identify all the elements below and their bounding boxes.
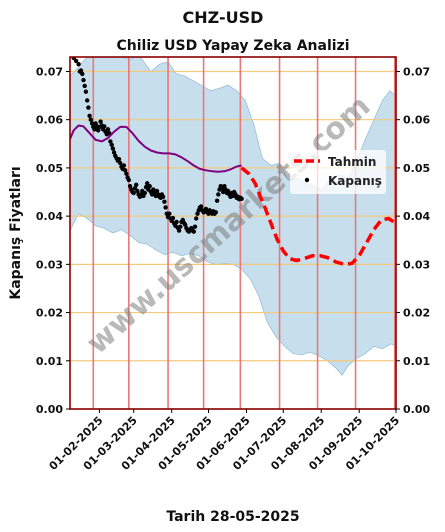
close-point [83,89,89,94]
y-tick-label-left: 0.02 [36,307,63,320]
legend: Tahmin Kapanış [290,150,386,194]
close-point [134,182,139,187]
close-point [126,177,131,183]
y-tick-label-left: 0.03 [36,258,63,271]
vertical-lines-layer [92,57,396,409]
close-point [194,216,199,221]
y-tick-label-right: 0.00 [403,403,430,416]
chart-title: Chiliz USD Yapay Zeka Analizi [116,38,349,54]
close-point [75,52,79,56]
close-point [203,206,209,212]
close-point [142,190,147,196]
close-point [86,105,91,110]
y-tick-label-left: 0.07 [36,65,63,78]
legend-label-forecast: Tahmin [328,155,376,169]
close-point [124,171,129,176]
close-point [85,98,90,103]
close-point [80,71,85,77]
close-point [78,68,84,73]
close-point [225,188,231,194]
close-point [198,204,204,209]
legend-label-close: Kapanış [328,174,382,188]
close-point [70,49,74,53]
close-point [69,43,73,47]
y-tick-label-left: 0.00 [36,403,63,416]
close-point [89,121,95,126]
y-tick-label-right: 0.02 [403,307,430,320]
y-tick-label-right: 0.07 [403,65,430,78]
close-point [163,205,168,210]
close-point [154,188,160,194]
close-point [109,142,114,147]
y-axis-label: Kapanış Fiyatları [8,166,24,299]
close-point [135,188,140,194]
close-point [170,215,176,221]
close-point [213,210,218,215]
y-tick-label-left: 0.01 [36,355,63,368]
close-point [195,211,200,216]
close-point [162,199,167,204]
close-point [216,192,221,197]
y-tick-label-right: 0.06 [403,114,430,127]
close-point [222,184,227,189]
close-point [151,187,156,192]
close-point [110,146,116,151]
close-point [98,119,103,124]
close-point [123,168,128,173]
close-point [102,124,107,129]
close-point [183,222,188,227]
close-point [167,211,172,216]
close-point [127,184,133,189]
y-axis-ticks: 0.00 0.00 0.01 0.01 0.02 0.02 0.03 0.03 0.04 0.04… [36,65,431,416]
close-point [76,61,81,67]
forecast-line [240,166,396,267]
close-point [131,190,136,196]
close-point [147,184,152,189]
chart-suptitle: CHZ-USD [183,8,264,27]
x-axis-label: Tarih 28-05-2025 [166,509,299,525]
y-tick-label-right: 0.05 [403,162,430,175]
close-point [214,198,220,203]
close-point [121,163,127,168]
plot-frame [69,56,397,410]
close-point [176,228,182,233]
moving-average-line [70,124,242,173]
legend-swatch-close [304,177,310,183]
close-point [111,150,117,155]
y-tick-label-left: 0.06 [36,114,63,127]
y-tick-label-left: 0.05 [36,162,63,175]
close-point [82,83,87,89]
x-axis-ticks: 01-02-202501-03-202501-04-202501-05-2025… [47,409,402,473]
close-point [192,224,198,229]
close-point [73,58,79,64]
close-point [108,139,113,144]
close-point [105,127,111,132]
y-tick-label-right: 0.03 [403,258,430,271]
close-point [239,196,244,201]
close-point [145,181,150,186]
close-point [116,157,122,162]
close-point [118,160,123,166]
close-point [88,117,94,122]
close-point [160,194,166,199]
close-point [92,127,97,132]
y-tick-label-right: 0.04 [403,210,430,223]
close-point [174,219,179,225]
close-point [191,229,196,234]
y-tick-label-left: 0.04 [36,210,63,223]
close-point [96,128,101,133]
close-point [178,224,183,229]
close-point [81,77,86,83]
close-point [87,113,92,119]
y-tick-label-right: 0.01 [403,355,430,368]
